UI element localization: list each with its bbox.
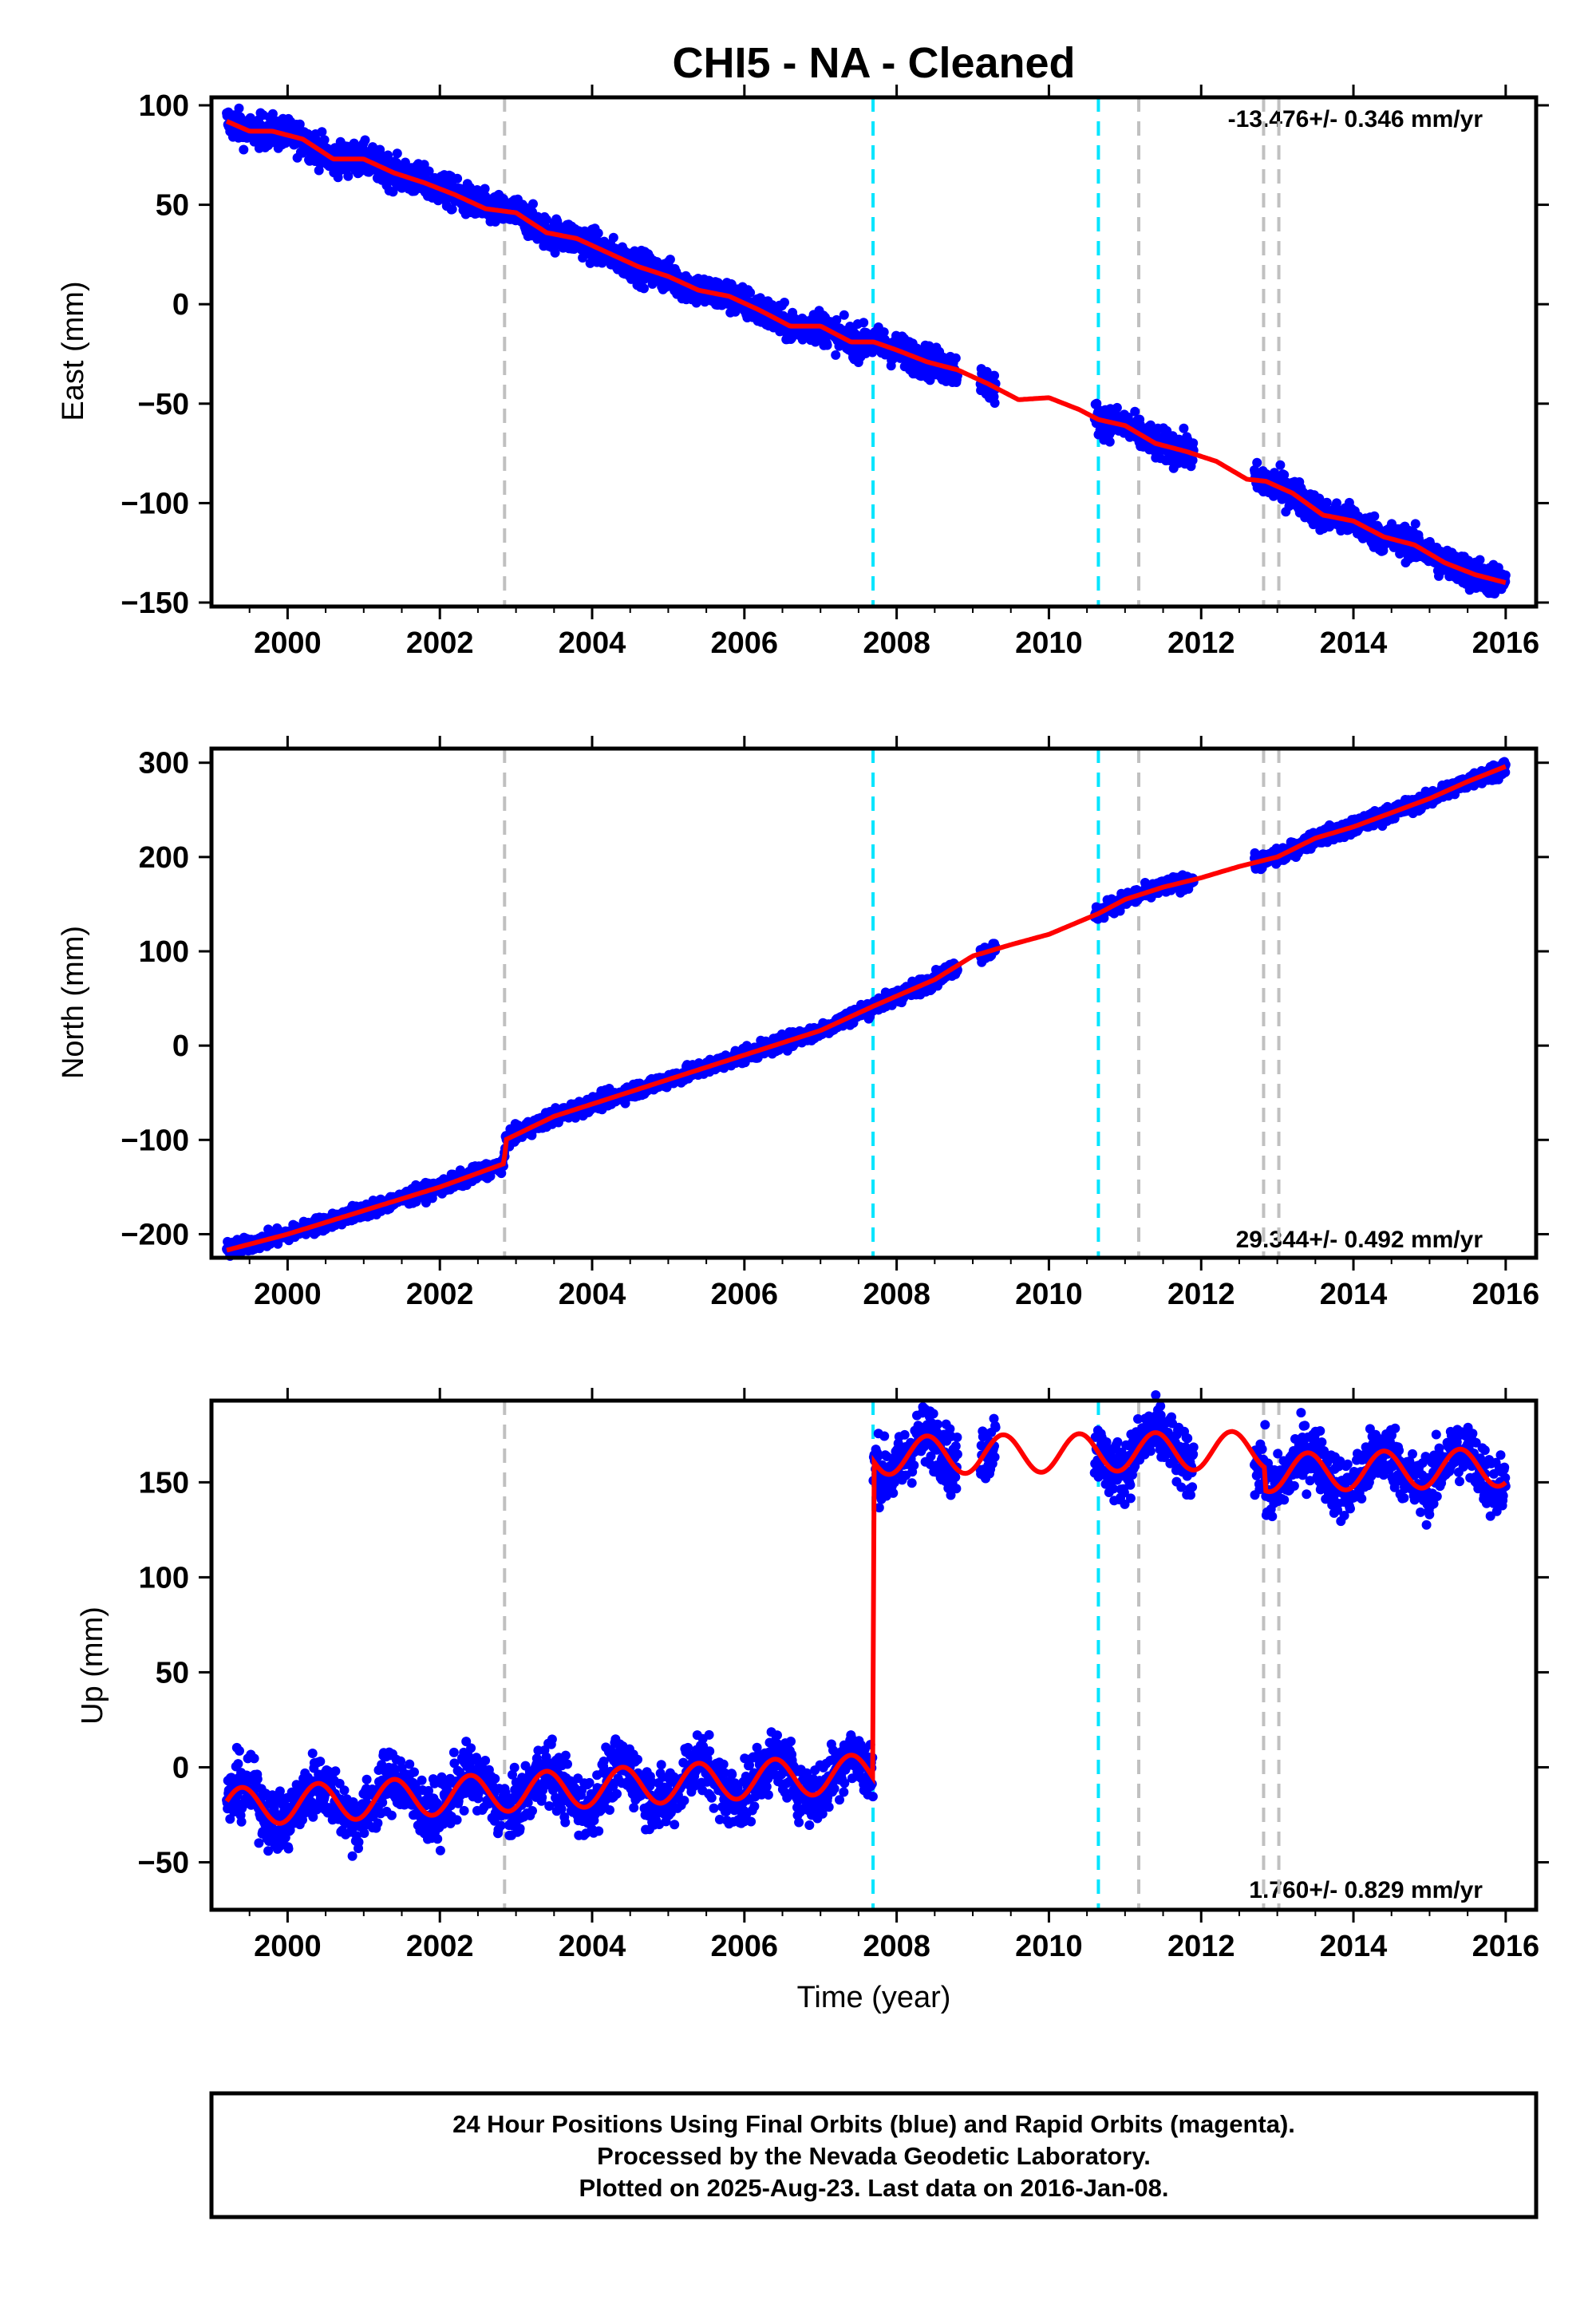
obs-point-east: [839, 310, 849, 320]
obs-point-east: [343, 171, 354, 181]
y-tick-label-east: −150: [120, 587, 189, 620]
obs-point-east: [319, 135, 330, 145]
obs-point-east: [452, 173, 463, 184]
obs-point-east: [447, 204, 457, 215]
obs-point-east: [1179, 423, 1189, 433]
obs-point-east: [267, 109, 278, 119]
x-tick-label-east: 2004: [559, 626, 626, 660]
obs-point-east: [360, 135, 370, 145]
obs-point-east: [608, 232, 618, 243]
y-tick-label-east: −50: [138, 388, 189, 421]
obs-point-east: [859, 318, 869, 328]
y-tick-label-east: 0: [172, 288, 189, 322]
y-tick-label-east: −100: [120, 487, 189, 520]
chart-title: CHI5 - NA - Cleaned: [672, 39, 1075, 87]
y-tick-label-east: 100: [139, 89, 189, 123]
rate-label-east: -13.476+/- 0.346 mm/yr: [1228, 106, 1483, 132]
x-tick-label-east: 2008: [863, 626, 930, 660]
obs-point-east: [317, 127, 327, 137]
obs-point-east: [1112, 402, 1122, 413]
east-plot-area: 2000 2002 2004 2006 2008 2010 2012 2014 2016 −150…: [120, 85, 1549, 660]
obs-point-east: [480, 184, 490, 194]
obs-point-east: [419, 160, 429, 170]
obs-point-east: [1410, 519, 1420, 529]
obs-point-east: [1275, 460, 1286, 470]
obs-point-east: [392, 148, 402, 159]
obs-point-east: [593, 228, 603, 239]
obs-point-east: [383, 150, 393, 160]
x-tick-label-east: 2000: [254, 626, 322, 660]
x-tick-label-east: 2006: [711, 626, 779, 660]
y-axis-label-east: East (mm): [57, 281, 90, 421]
x-tick-label-east: 2014: [1320, 626, 1388, 660]
obs-point-east: [1500, 570, 1511, 580]
north-plot-area: 2000 2002 2004 2006 2008 2010 2012 2014 2016−200…: [120, 736, 1549, 1311]
obs-point-east: [294, 119, 305, 129]
obs-point-east: [639, 283, 649, 294]
obs-point-east: [780, 298, 789, 307]
obs-point-east: [990, 398, 1000, 408]
obs-point-east: [472, 185, 482, 195]
obs-point-east: [1475, 555, 1485, 565]
panel-east: East (mm) -13.476+/- 0.346 mm/yr 2000 200…: [57, 85, 1549, 660]
obs-point-east: [528, 199, 538, 209]
x-tick-label-east: 2010: [1015, 626, 1083, 660]
obs-point-east: [665, 255, 675, 265]
obs-point-east: [1252, 457, 1262, 468]
obs-point-east: [831, 350, 841, 360]
x-tick-label-east: 2016: [1472, 626, 1540, 660]
obs-point-east: [234, 103, 244, 113]
obs-point-east: [822, 340, 832, 350]
obs-point-east: [424, 166, 434, 176]
panel-north: North (mm) 29.344+/- 0.492 mm/yr 2000 200…: [57, 736, 1549, 1311]
y-tick-label-east: 50: [156, 189, 189, 223]
obs-point-east: [990, 370, 999, 381]
y-axis-label-north: North (mm): [57, 926, 90, 1079]
obs-point-east: [239, 144, 249, 155]
obs-point-east: [1321, 497, 1332, 508]
rate-label-north: 29.344+/- 0.492 mm/yr: [1236, 1227, 1483, 1253]
obs-point-east: [1104, 437, 1115, 447]
x-tick-label-east: 2012: [1167, 626, 1235, 660]
x-tick-label-east: 2002: [406, 626, 474, 660]
obs-point-east: [1369, 511, 1380, 521]
obs-point-east: [950, 353, 961, 363]
